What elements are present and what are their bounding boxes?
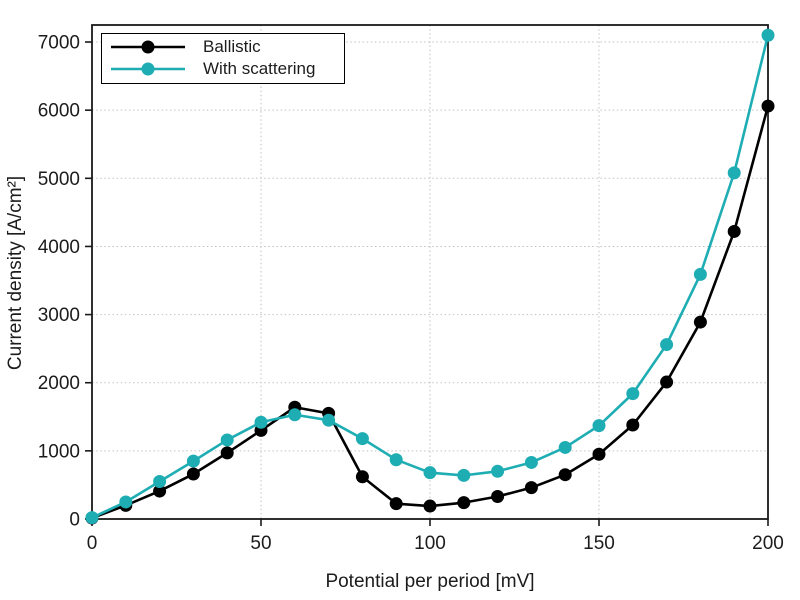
data-point-with-scattering [389,453,403,467]
y-tick-label: 5000 [38,169,80,190]
data-point-ballistic [220,446,234,460]
plot-frame [91,24,769,520]
data-point-ballistic [457,496,471,510]
data-point-ballistic [389,497,403,511]
data-point-ballistic [626,418,640,432]
data-point-ballistic [660,375,674,389]
data-point-ballistic [727,224,741,238]
x-tick-label: 50 [250,533,271,554]
data-point-with-scattering [85,511,99,525]
data-point-ballistic [491,490,505,504]
x-axis-title: Potential per period [mV] [325,571,535,592]
data-point-with-scattering [186,454,200,468]
data-point-with-scattering [693,267,707,281]
data-point-with-scattering [423,466,437,480]
x-tick-label: 0 [87,533,98,554]
data-point-with-scattering [761,28,775,42]
data-point-with-scattering [727,166,741,180]
y-tick-label: 2000 [38,373,80,394]
data-point-ballistic [592,447,606,461]
data-point-with-scattering [660,338,674,352]
data-point-with-scattering [491,464,505,478]
data-point-with-scattering [220,433,234,447]
data-point-ballistic [761,99,775,113]
y-tick-label: 4000 [38,237,80,258]
data-point-ballistic [524,481,538,495]
data-point-with-scattering [288,408,302,422]
data-point-with-scattering [592,419,606,433]
x-tick-label: 100 [414,533,446,554]
data-point-ballistic [558,468,572,482]
legend: Ballistic With scattering [101,33,345,84]
data-point-with-scattering [355,432,369,446]
data-point-ballistic [693,315,707,329]
x-tick-label: 150 [583,533,615,554]
legend-label: With scattering [203,59,316,78]
x-tick-label: 200 [752,533,784,554]
data-point-with-scattering [457,468,471,482]
y-tick-label: 3000 [38,305,80,326]
data-point-with-scattering [322,413,336,427]
y-axis-title: Current density [A/cm²] [5,175,26,371]
data-point-ballistic [153,484,167,498]
data-point-with-scattering [558,440,572,454]
y-tick-label: 7000 [38,33,80,54]
y-tick-label: 6000 [38,101,80,122]
legend-item-with-scattering: With scattering [110,58,338,80]
data-point-ballistic [355,470,369,484]
data-point-with-scattering [626,387,640,401]
data-point-with-scattering [254,415,268,429]
data-point-with-scattering [524,455,538,469]
y-tick-label: 0 [69,510,80,531]
y-tick-label: 1000 [38,441,80,462]
legend-line-marker-icon [111,62,185,76]
data-point-with-scattering [153,475,167,489]
legend-line-marker-icon [111,40,185,54]
data-point-ballistic [423,499,437,513]
data-point-ballistic [186,467,200,481]
legend-label: Ballistic [203,37,261,56]
data-point-with-scattering [119,495,133,509]
legend-item-ballistic: Ballistic [110,36,338,58]
